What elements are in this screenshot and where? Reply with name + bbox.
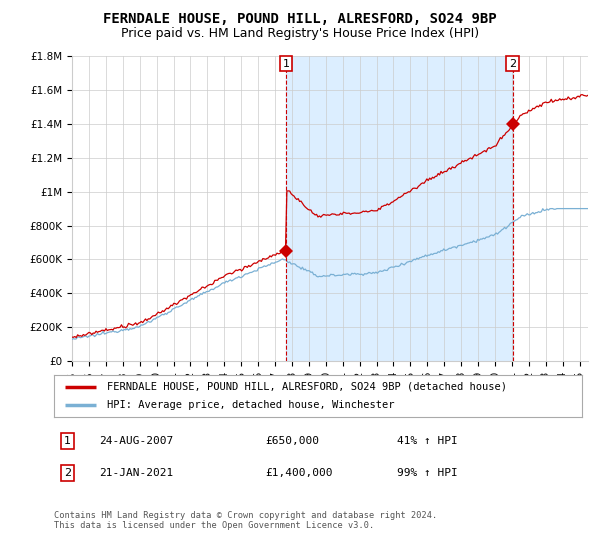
Text: 1: 1: [283, 59, 289, 69]
Text: FERNDALE HOUSE, POUND HILL, ALRESFORD, SO24 9BP: FERNDALE HOUSE, POUND HILL, ALRESFORD, S…: [103, 12, 497, 26]
Text: 1: 1: [64, 436, 71, 446]
Text: 99% ↑ HPI: 99% ↑ HPI: [397, 468, 458, 478]
Text: 24-AUG-2007: 24-AUG-2007: [99, 436, 173, 446]
Text: Contains HM Land Registry data © Crown copyright and database right 2024.
This d: Contains HM Land Registry data © Crown c…: [54, 511, 437, 530]
Text: £650,000: £650,000: [265, 436, 319, 446]
Text: 2: 2: [64, 468, 71, 478]
Text: £1,400,000: £1,400,000: [265, 468, 333, 478]
Text: Price paid vs. HM Land Registry's House Price Index (HPI): Price paid vs. HM Land Registry's House …: [121, 27, 479, 40]
Text: 41% ↑ HPI: 41% ↑ HPI: [397, 436, 458, 446]
Bar: [286, 56, 513, 361]
Text: 2: 2: [509, 59, 516, 69]
Text: HPI: Average price, detached house, Winchester: HPI: Average price, detached house, Winc…: [107, 400, 394, 410]
Text: FERNDALE HOUSE, POUND HILL, ALRESFORD, SO24 9BP (detached house): FERNDALE HOUSE, POUND HILL, ALRESFORD, S…: [107, 382, 507, 392]
Text: 21-JAN-2021: 21-JAN-2021: [99, 468, 173, 478]
